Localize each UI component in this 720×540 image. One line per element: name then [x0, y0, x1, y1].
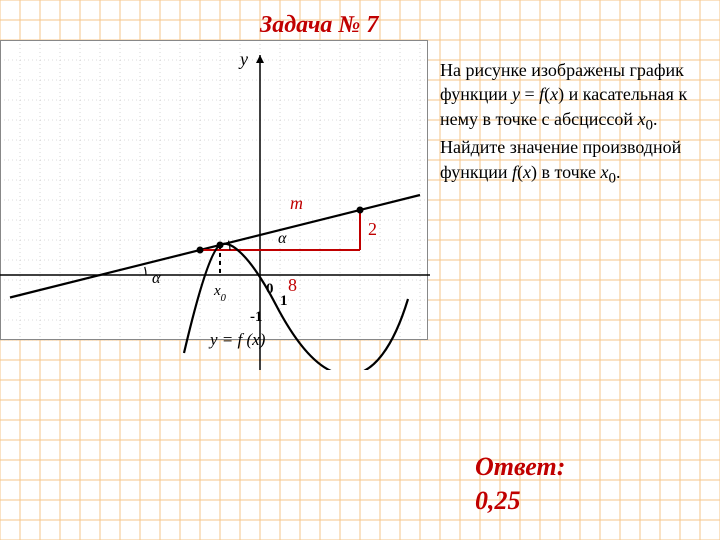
problem-title: Задача № 7 [260, 12, 378, 39]
svg-text:y = f (x): y = f (x) [208, 330, 266, 349]
svg-text:2: 2 [368, 219, 377, 239]
answer-value: 0,25 [475, 486, 521, 516]
svg-text:8: 8 [288, 275, 297, 295]
svg-text:m: m [290, 193, 303, 213]
svg-text:1: 1 [280, 293, 288, 309]
svg-text:-1: -1 [250, 309, 263, 325]
problem-text: На рисунке изображены график функции y =… [440, 58, 710, 189]
svg-text:α: α [278, 230, 287, 247]
svg-text:y: y [238, 49, 248, 69]
chart: xy01-182mααx0y = f (x) [0, 40, 430, 370]
answer-label: Ответ: [475, 452, 565, 482]
svg-text:α: α [152, 270, 161, 287]
svg-text:0: 0 [266, 281, 274, 297]
